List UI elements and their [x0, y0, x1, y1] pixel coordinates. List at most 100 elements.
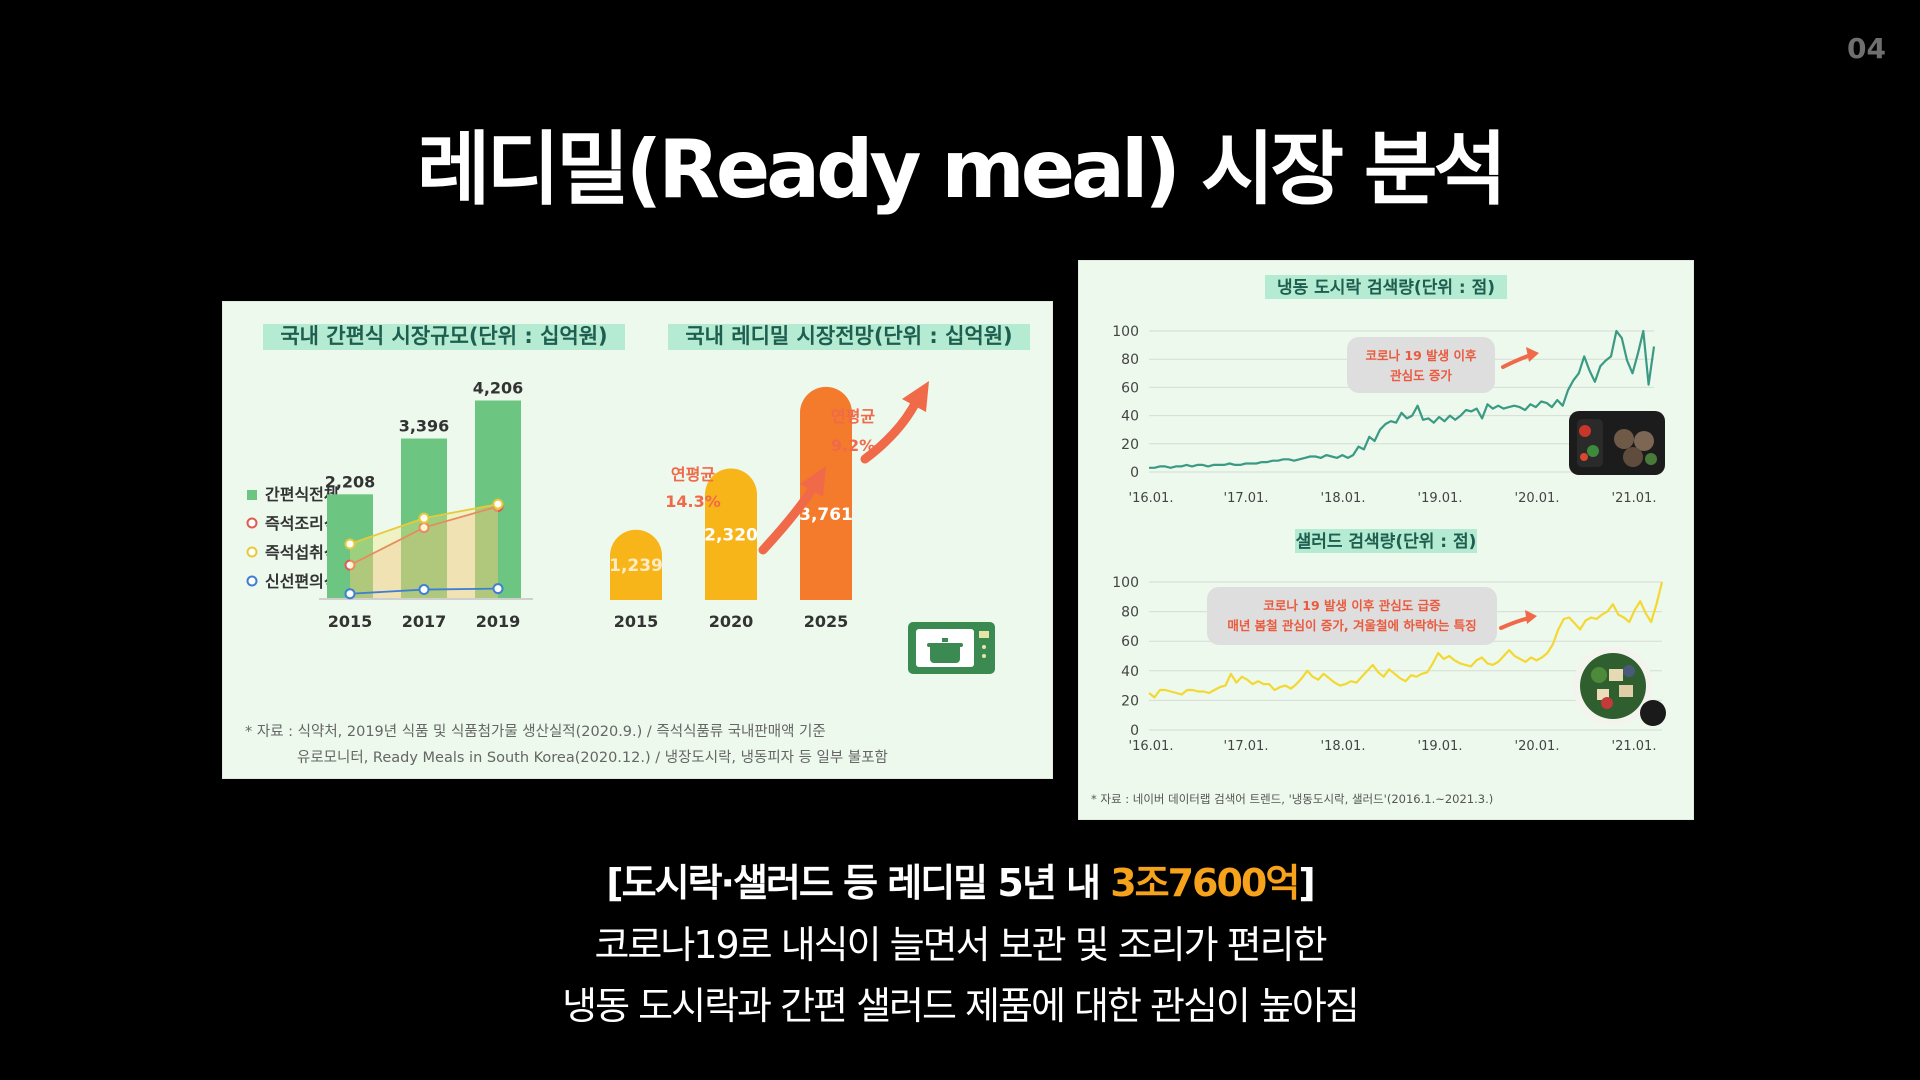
snack-market-bar-label: 4,206 — [473, 379, 524, 398]
search-y-tick: 40 — [1121, 664, 1139, 680]
snack-market-x-label: 2019 — [476, 612, 521, 631]
snack-market-point — [344, 559, 356, 571]
salad-callout-line2: 매년 봄철 관심이 증가, 겨울철에 하락하는 특징 — [1227, 618, 1476, 633]
snack-market-point — [492, 583, 504, 595]
market-source-note-line2: 유로모니터, Ready Meals in South Korea(2020.1… — [297, 749, 888, 766]
search-y-tick: 80 — [1121, 352, 1139, 368]
search-trend-panel: 냉동 도시락 검색량(단위 : 점) 샐러드 검색량(단위 : 점) 0 20 40… — [1078, 260, 1694, 820]
search-x-tick: '17.01. — [1224, 491, 1269, 506]
caption-headline: [도시락·샐러드 등 레디밀 5년 내 3조7600억] — [0, 852, 1920, 907]
legend-marker-fresh — [246, 575, 258, 587]
search-y-tick: 100 — [1112, 324, 1139, 340]
search-trend-charts: 냉동 도시락 검색량(단위 : 점) 샐러드 검색량(단위 : 점) 0 20 40… — [1091, 275, 1666, 806]
frozen-callout-line2: 관심도 증가 — [1390, 368, 1452, 383]
salad-search-title-tag — [1295, 529, 1477, 553]
growth-arrow-icon — [860, 395, 922, 464]
legend-swatch-total — [247, 490, 257, 500]
snack-market-point — [418, 512, 430, 524]
market-source-note-line1: * 자료 : 식약처, 2019년 식품 및 식품첨가물 생산실적(2020.9… — [245, 723, 826, 740]
search-y-tick: 20 — [1121, 437, 1139, 453]
search-x-tick: '19.01. — [1418, 491, 1463, 506]
page-number: 04 — [1847, 32, 1886, 65]
market-size-charts: 국내 간편식 시장규모(단위 : 십억원) 국내 레디밀 시장전망(단위 : 십… — [245, 324, 1030, 766]
snack-market-chart: 2,208 2015 3,396 2017 4,206 2019 — [319, 379, 533, 631]
growth-arrow-head-icon — [902, 381, 929, 412]
search-trend-line — [1149, 329, 1656, 469]
search-x-tick: '21.01. — [1612, 739, 1657, 754]
search-y-tick: 80 — [1121, 605, 1139, 621]
callout-arrow-head-icon — [1525, 610, 1537, 624]
legend-marker-cook — [246, 517, 258, 529]
salad-bowl-icon — [1573, 646, 1666, 726]
readymeal-forecast-bar-label: 1,239 — [609, 556, 663, 576]
search-y-tick: 20 — [1121, 693, 1139, 709]
legend-marker-eat — [246, 546, 258, 558]
cagr-annotation-label: 연평균 — [671, 465, 715, 484]
snack-market-bar-label: 2,208 — [325, 472, 376, 491]
snack-market-x-label: 2017 — [402, 612, 447, 631]
snack-market-area — [350, 506, 498, 598]
search-y-tick: 0 — [1130, 723, 1139, 739]
readymeal-forecast-chart: 1,239 2015 2,320 2020 3,761 2025 연평균 14.3% 연평균 9.… — [609, 386, 875, 631]
caption-headline-close: ] — [1298, 861, 1315, 905]
search-x-tick: '16.01. — [1129, 739, 1174, 754]
slide-title: 레디밀(Ready meal) 시장 분석 — [416, 123, 1507, 216]
frozen-callout-box — [1347, 337, 1495, 393]
readymeal-forecast-bar-label: 3,761 — [799, 505, 853, 525]
cagr-annotation-value: 14.3% — [665, 492, 721, 511]
readymeal-forecast-title-tag — [668, 324, 1030, 350]
search-x-tick: '21.01. — [1612, 491, 1657, 506]
search-y-tick: 100 — [1112, 575, 1139, 591]
growth-arrow-icon — [758, 480, 820, 555]
callout-arrow-icon — [1499, 616, 1531, 630]
search-y-tick: 0 — [1130, 465, 1139, 481]
search-x-tick: '17.01. — [1224, 739, 1269, 754]
readymeal-forecast-x-label: 2020 — [709, 612, 754, 631]
snack-market-point — [344, 538, 356, 550]
search-y-tick: 40 — [1121, 409, 1139, 425]
search-x-tick: '19.01. — [1418, 739, 1463, 754]
readymeal-forecast-bar-label: 2,320 — [704, 525, 758, 545]
caption-headline-open: [도시락·샐러드 등 레디밀 5년 내 — [606, 861, 1111, 905]
callout-arrow-icon — [1501, 353, 1533, 369]
frozen-search-chart: 0 20 40 60 80 100 '16.01. '17.01. '18.01. '19.01.… — [1112, 324, 1656, 506]
salad-callout-box — [1207, 587, 1497, 645]
readymeal-forecast-bar — [610, 529, 662, 600]
microwave-icon — [908, 622, 995, 674]
snack-market-bar-label: 3,396 — [399, 417, 450, 436]
snack-market-area — [350, 504, 498, 598]
snack-market-title-tag — [263, 324, 625, 350]
search-y-tick: 60 — [1121, 380, 1139, 396]
salad-search-title: 샐러드 검색량(단위 : 점) — [1296, 532, 1477, 552]
search-x-tick: '18.01. — [1321, 739, 1366, 754]
frozen-search-title: 냉동 도시락 검색량(단위 : 점) — [1277, 278, 1495, 298]
frozen-lunchbox-icon — [1569, 411, 1665, 475]
cagr-annotation-value: 9.2% — [831, 436, 875, 455]
search-y-tick: 60 — [1121, 634, 1139, 650]
search-trend-line — [1148, 581, 1664, 699]
readymeal-forecast-x-label: 2025 — [804, 612, 849, 631]
search-x-tick: '20.01. — [1515, 739, 1560, 754]
readymeal-forecast-bar — [800, 386, 852, 600]
snack-market-point — [418, 584, 430, 596]
search-x-tick: '20.01. — [1515, 491, 1560, 506]
caption-line2: 냉동 도시락과 간편 샐러드 제품에 대한 관심이 높아짐 — [562, 984, 1360, 1028]
legend-label-total: 간편식전체 — [265, 485, 339, 504]
frozen-search-title-tag — [1265, 275, 1507, 299]
snack-market-point — [492, 498, 504, 510]
market-size-panel: 국내 간편식 시장규모(단위 : 십억원) 국내 레디밀 시장전망(단위 : 십… — [222, 301, 1053, 779]
search-x-tick: '18.01. — [1321, 491, 1366, 506]
readymeal-forecast-x-label: 2015 — [614, 612, 659, 631]
readymeal-forecast-bar — [705, 468, 757, 600]
readymeal-forecast-title: 국내 레디밀 시장전망(단위 : 십억원) — [685, 324, 1012, 348]
snack-market-x-label: 2015 — [328, 612, 373, 631]
cagr-annotation-label: 연평균 — [831, 407, 875, 426]
snack-market-title: 국내 간편식 시장규모(단위 : 십억원) — [280, 324, 607, 348]
search-x-tick: '16.01. — [1129, 491, 1174, 506]
snack-market-point — [344, 588, 356, 600]
caption-headline-highlight: 3조7600억 — [1110, 861, 1300, 905]
caption-line1: 코로나19로 내식이 늘면서 보관 및 조리가 편리한 — [594, 923, 1327, 967]
search-source-note: * 자료 : 네이버 데이터랩 검색어 트렌드, '냉동도시락, 샐러드'(20… — [1091, 792, 1493, 806]
salad-search-chart: 0 20 40 60 80 100 '16.01. '17.01. '18.01. '19.01.… — [1112, 575, 1664, 754]
frozen-callout-line1: 코로나 19 발생 이후 — [1366, 348, 1477, 363]
